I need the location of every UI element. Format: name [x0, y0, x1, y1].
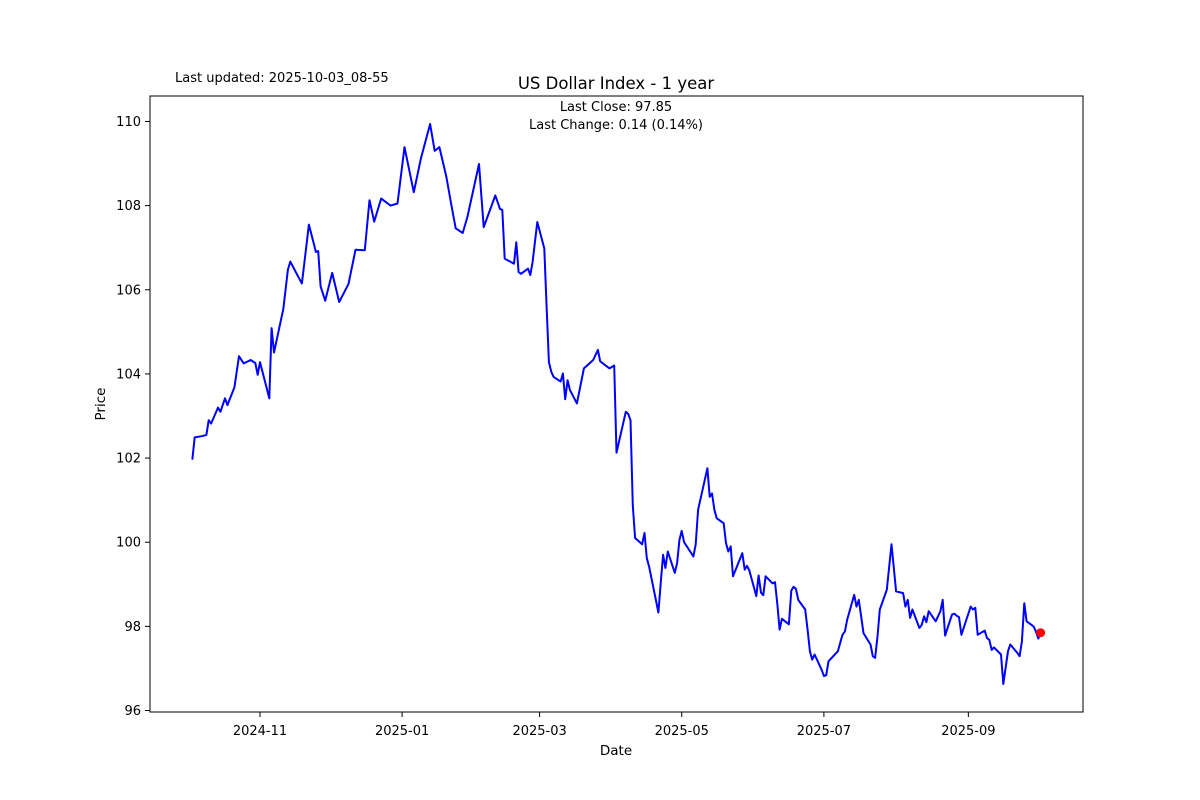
x-axis-label: Date	[600, 743, 632, 759]
x-tick-label: 2025-07	[797, 724, 851, 739]
x-tick-label: 2025-09	[941, 724, 995, 739]
y-tick-label: 106	[116, 283, 141, 298]
subtitle-last-close: Last Close: 97.85	[560, 100, 672, 115]
x-tick-label: 2025-05	[655, 724, 709, 739]
x-axis-ticks: 2024-11 2025-01 2025-03 2025-05 2025-07 2025-…	[233, 712, 996, 739]
y-axis-label: Price	[93, 388, 109, 421]
y-axis-ticks: 96 98 100 102 104 106 108 110	[116, 115, 150, 719]
y-tick-label: 100	[116, 536, 141, 551]
x-tick-label: 2025-01	[375, 724, 429, 739]
plot-area	[149, 95, 1084, 713]
y-tick-label: 110	[116, 115, 141, 130]
subtitle-last-change: Last Change: 0.14 (0.14%)	[529, 118, 703, 133]
y-tick-label: 96	[124, 704, 141, 719]
y-tick-label: 108	[116, 199, 141, 214]
y-tick-label: 98	[124, 620, 141, 635]
chart-title: US Dollar Index - 1 year	[518, 74, 715, 93]
y-tick-label: 104	[116, 367, 141, 382]
y-tick-label: 102	[116, 452, 141, 467]
x-tick-label: 2024-11	[233, 724, 287, 739]
x-tick-label: 2025-03	[512, 724, 566, 739]
last-updated-text: Last updated: 2025-10-03_08-55	[175, 71, 389, 86]
last-price-marker	[1036, 628, 1046, 638]
price-line	[191, 123, 1042, 685]
